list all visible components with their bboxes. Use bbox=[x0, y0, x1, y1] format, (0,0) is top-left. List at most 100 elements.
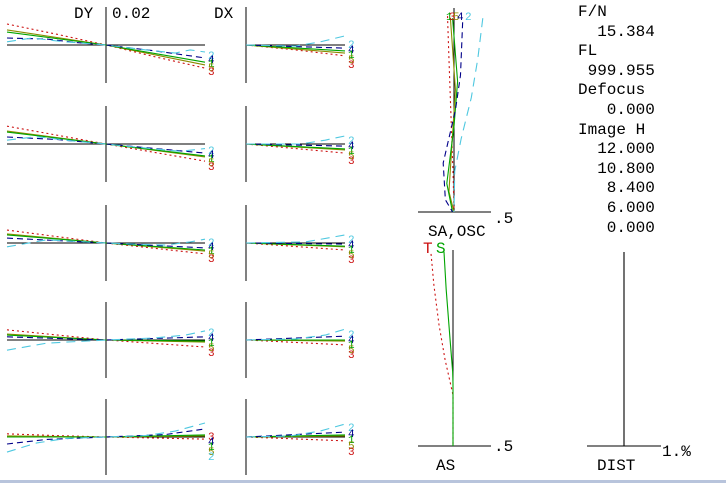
dx-row4-wavelength-label: 4 bbox=[348, 335, 355, 347]
dy-row4-wavelength-label: 1 bbox=[208, 338, 215, 350]
dy-row1-wavelength-label: 3 bbox=[208, 67, 215, 79]
dx-row1-wl2-curve bbox=[245, 35, 346, 47]
dx-row5-wl3-curve bbox=[245, 436, 346, 442]
dy-row5-wavelength-label: 5 bbox=[208, 447, 215, 459]
dx-row5-wavelength-label: 4 bbox=[348, 429, 355, 441]
dy-row5-wl3-curve bbox=[6, 433, 206, 440]
info-line: 12.000 bbox=[578, 140, 655, 159]
dy-row4-wl1-curve bbox=[6, 334, 206, 342]
dx-row5-wavelength-label: 3 bbox=[348, 447, 355, 459]
dy-row3-wl4-curve bbox=[6, 237, 206, 249]
sa-osc-wl1-curve bbox=[446, 18, 459, 213]
dy-row1-wavelength-label: 5 bbox=[208, 63, 215, 75]
dx-row3-wl2-curve bbox=[245, 234, 346, 244]
as-plot-label: AS bbox=[436, 457, 456, 475]
dy-row2-wavelength-label: 5 bbox=[208, 158, 215, 170]
dx-row3-wl1-curve bbox=[245, 242, 346, 247]
dy-row3-wavelength-label: 3 bbox=[208, 254, 215, 266]
dy-row3-wl2-curve bbox=[6, 238, 206, 248]
dx-row2-wavelength-label: 3 bbox=[348, 156, 355, 168]
dx-row4-wavelength-label: 3 bbox=[348, 350, 355, 362]
dx-row3-wl4-curve bbox=[245, 242, 346, 245]
dx-row2-wavelength-label: 5 bbox=[348, 151, 355, 163]
sa-osc-wl3-curve bbox=[446, 16, 455, 213]
dy-row2-wavelength-label: 2 bbox=[208, 146, 215, 158]
dy-row1-wavelength-label: 4 bbox=[208, 55, 215, 67]
sa-osc-wavelength-label: 5 bbox=[453, 12, 460, 24]
dx-row2-wavelength-label: 2 bbox=[348, 136, 355, 148]
dx-axis-label: DX bbox=[214, 5, 234, 23]
dy-row1-wavelength-label: 2 bbox=[208, 51, 215, 63]
dy-row4-wavelength-label: 5 bbox=[208, 343, 215, 355]
sa-osc-wl2-curve bbox=[453, 18, 484, 213]
info-line: 0.000 bbox=[578, 218, 655, 237]
dy-row3-wavelength-label: 1 bbox=[208, 246, 215, 258]
as-scale-label: .5 bbox=[494, 438, 514, 456]
dx-row3-wavelength-label: 5 bbox=[348, 250, 355, 262]
dx-row1-wavelength-label: 1 bbox=[348, 50, 355, 62]
dy-row4-wavelength-label: 4 bbox=[208, 333, 215, 345]
info-line: 999.955 bbox=[578, 61, 655, 80]
dy-row4-wl2-curve bbox=[6, 330, 206, 351]
info-line: FL bbox=[578, 42, 598, 61]
dist-scale-label: 1.% bbox=[662, 443, 691, 461]
dy-row3-wl1-curve bbox=[6, 234, 206, 251]
as-T-curve bbox=[430, 253, 454, 446]
dx-row4-wl3-curve bbox=[245, 339, 346, 346]
dx-row3-wavelength-label: 4 bbox=[348, 240, 355, 252]
dy-axis-label: DY bbox=[74, 5, 94, 23]
dx-row1-wavelength-label: 5 bbox=[348, 55, 355, 67]
dy-row2-wavelength-label: 4 bbox=[208, 150, 215, 162]
dist-plot-label: DIST bbox=[597, 457, 636, 475]
sa-osc-wavelength-label: 2 bbox=[465, 12, 472, 24]
dx-row5-wavelength-label: 5 bbox=[348, 441, 355, 453]
dx-row5-wl4-curve bbox=[245, 431, 346, 438]
info-line: 6.000 bbox=[578, 198, 655, 217]
dy-row3-wavelength-label: 4 bbox=[208, 242, 215, 254]
tangential-curve-label: T bbox=[423, 240, 433, 258]
dx-row2-wl2-curve bbox=[246, 135, 346, 145]
dx-row5-wavelength-label: 2 bbox=[348, 423, 355, 435]
dx-row1-wl1-curve bbox=[245, 44, 346, 52]
dy-row2-wl1-curve bbox=[6, 131, 206, 157]
dx-row2-wavelength-label: 4 bbox=[348, 141, 355, 153]
dx-row4-wavelength-label: 2 bbox=[348, 330, 355, 342]
dx-row1-wavelength-label: 2 bbox=[348, 40, 355, 52]
dy-row3-wavelength-label: 2 bbox=[208, 238, 215, 250]
dy-row3-wavelength-label: 5 bbox=[208, 250, 215, 262]
dy-row1-wavelength-label: 1 bbox=[208, 59, 215, 71]
dx-row3-wavelength-label: 1 bbox=[348, 245, 355, 257]
dy-row2-wl4-curve bbox=[6, 136, 206, 154]
dy-row5-wavelength-label: 4 bbox=[208, 437, 215, 449]
dx-row4-wavelength-label: 5 bbox=[348, 345, 355, 357]
info-panel: F/N 15.384 FL 999.955 Defocus 0.000 Image H… bbox=[578, 3, 655, 238]
dy-row1-wl1-curve bbox=[6, 31, 206, 63]
dx-row4-wl4-curve bbox=[245, 335, 346, 341]
dx-row1-wl4-curve bbox=[245, 44, 346, 49]
dx-row5-wavelength-label: 1 bbox=[348, 435, 355, 447]
dy-row5-wavelength-label: 3 bbox=[208, 432, 215, 444]
dy-scale-label: 0.02 bbox=[112, 5, 151, 23]
dx-row4-wavelength-label: 1 bbox=[348, 340, 355, 352]
sagittal-curve-label: S bbox=[436, 240, 446, 258]
dy-row2-wavelength-label: 3 bbox=[208, 162, 215, 174]
dx-row3-wavelength-label: 2 bbox=[348, 235, 355, 247]
dy-row4-wavelength-label: 3 bbox=[208, 348, 215, 360]
dx-row5-wl2-curve bbox=[245, 423, 346, 438]
info-line: 0.000 bbox=[578, 100, 655, 119]
dy-row5-wl2-curve bbox=[6, 422, 206, 453]
info-line: Image H bbox=[578, 120, 646, 139]
dy-row4-wl4-curve bbox=[6, 336, 206, 341]
info-line: F/N bbox=[578, 3, 607, 21]
dx-row2-wl1-curve bbox=[245, 143, 346, 150]
info-line: 10.800 bbox=[578, 159, 655, 178]
dy-row4-wavelength-label: 2 bbox=[208, 328, 215, 340]
sa-osc-wavelength-label: 3 bbox=[449, 12, 456, 24]
dy-row1-wl2-curve bbox=[6, 37, 206, 54]
info-line: 15.384 bbox=[578, 22, 655, 41]
dx-row1-wavelength-label: 4 bbox=[348, 45, 355, 57]
window-bottom-edge bbox=[0, 480, 726, 483]
dy-row5-wl1-curve bbox=[7, 434, 206, 438]
sa-osc-wl4-curve bbox=[442, 22, 464, 213]
